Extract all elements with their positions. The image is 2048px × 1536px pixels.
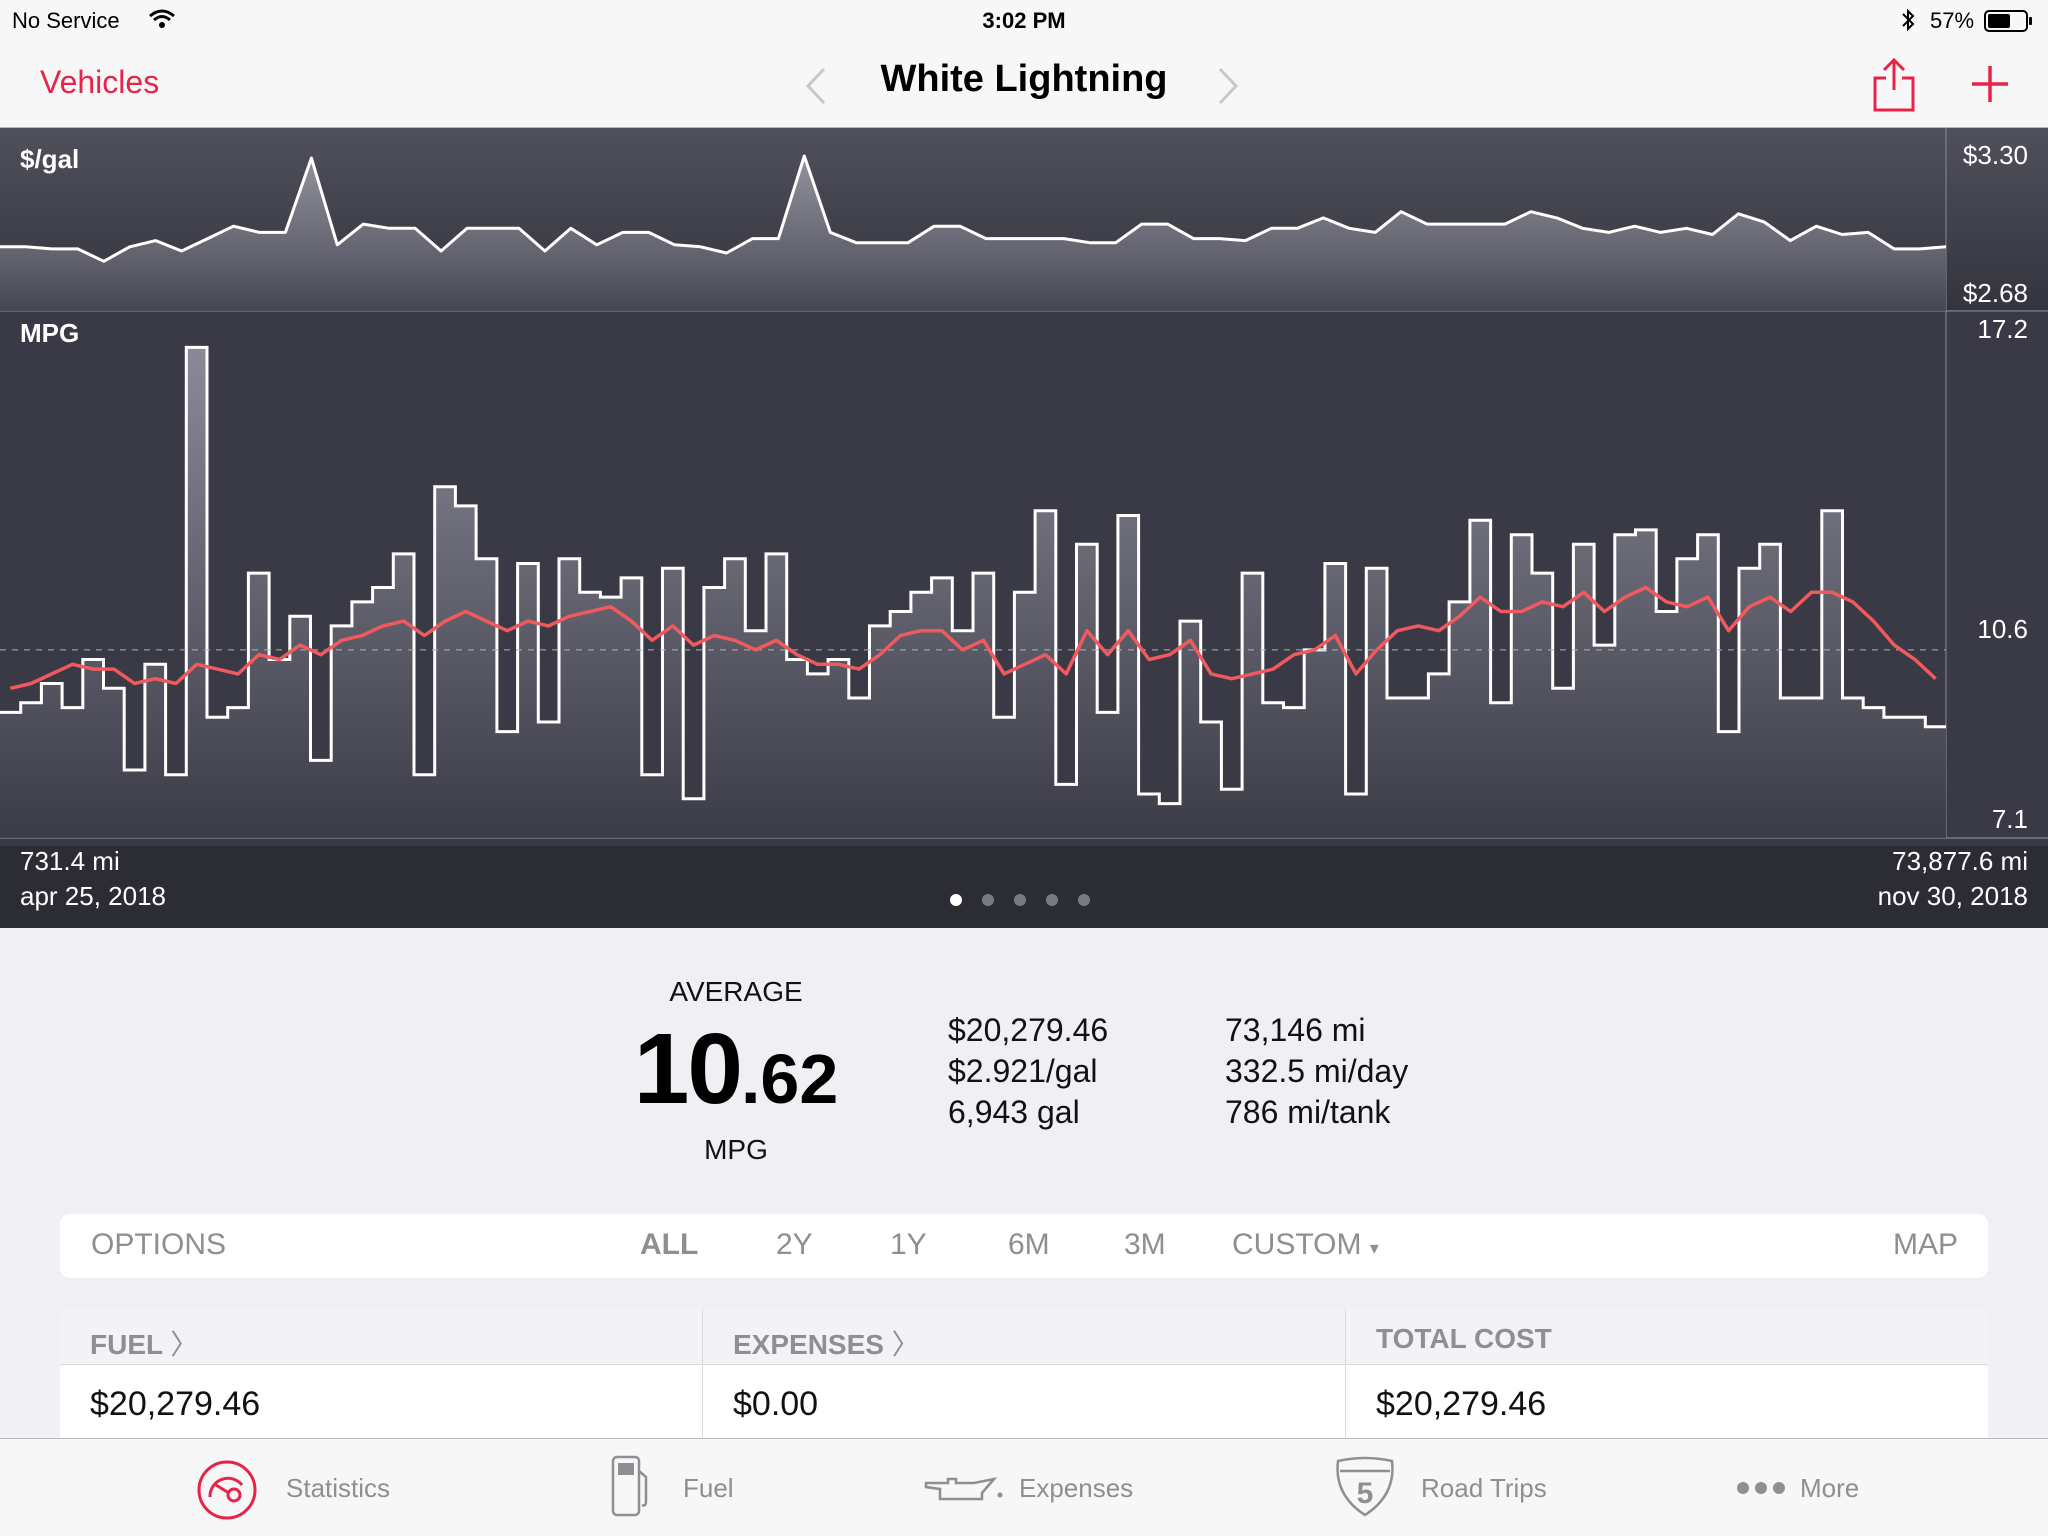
battery-icon [1984,10,2034,37]
average-unit: MPG [704,1134,768,1165]
bluetooth-icon [1900,8,1916,37]
range-custom-button[interactable]: CUSTOM ▾ [1232,1228,1379,1262]
tab-statistics[interactable]: Statistics [196,1439,416,1536]
distance-summary: 73,146 mi 332.5 mi/day 786 mi/tank [1225,1010,1408,1133]
range-1y-button[interactable]: 1Y [890,1228,927,1261]
total-cost-stat: $20,279.46 [948,1012,1109,1048]
start-date: apr 25, 2018 [20,881,167,911]
price-chart-label: $/gal [20,144,80,174]
wifi-icon [148,8,176,35]
chevron-right-icon: 〉 [170,1329,199,1360]
fuel-chart-panel[interactable]: $/gal $3.30 $2.68 MPG 17.2 10.6 7.1 731.… [0,128,2048,928]
vehicles-back-button[interactable]: Vehicles [40,64,160,100]
range-3m-button[interactable]: 3M [1124,1228,1166,1261]
previous-vehicle-icon[interactable] [804,66,828,111]
fuel-column-header[interactable]: FUEL 〉 [60,1309,702,1365]
end-date: nov 30, 2018 [1877,881,2028,911]
column-divider [1345,1309,1346,1439]
end-odometer: 73,877.6 mi [1892,846,2028,876]
tab-more-label: More [1800,1473,1860,1503]
total-cost-column-header: TOTAL COST [1346,1309,1988,1365]
total-cost-header-label: TOTAL COST [1376,1323,1552,1354]
price-axis-max: $3.30 [1962,140,2028,170]
chart-canvas [0,128,2048,846]
map-button[interactable]: MAP [1892,1228,1958,1261]
page-title: White Lightning [880,58,1168,100]
gallons-stat: 6,943 gal [948,1094,1080,1130]
mpg-line [0,345,1946,806]
fuel-cost-value: $20,279.46 [90,1385,261,1423]
tab-expenses[interactable]: Expenses [922,1439,1162,1536]
total-cost-value: $20,279.46 [1376,1385,1547,1423]
tab-statistics-label: Statistics [286,1473,391,1503]
mpg-axis-max: 17.2 [1977,314,2028,344]
cost-breakdown-table: FUEL 〉 EXPENSES 〉 TOTAL COST $20,279.46 … [60,1309,1988,1439]
add-icon[interactable] [1970,64,2010,109]
clock: 3:02 PM [982,8,1066,33]
expenses-header-label: EXPENSES [733,1329,884,1360]
battery-percent: 57% [1930,8,1975,33]
range-custom-label: CUSTOM [1232,1228,1362,1261]
mpg-axis-mid: 10.6 [1977,614,2028,644]
page-dot[interactable] [1014,894,1026,906]
price-per-gallon-stat: $2.921/gal [948,1053,1098,1089]
average-mpg-value: 10.62 [600,1012,872,1127]
tab-expenses-label: Expenses [1019,1473,1134,1503]
road-trips-badge: 5 [1356,1477,1374,1510]
tab-bar: Statistics Fuel Expenses 5 Road Trips Mo… [0,1438,2048,1536]
average-mpg-integer: 10 [633,1013,743,1125]
miles-per-tank-stat: 786 mi/tank [1225,1094,1391,1130]
distance-stat: 73,146 mi [1225,1012,1366,1048]
navigation-bar: No Service 3:02 PM 57% Vehicles White Li… [0,0,2048,128]
chevron-right-icon: 〉 [891,1329,920,1360]
more-dots-icon [1736,1481,1786,1500]
tab-fuel-label: Fuel [683,1473,734,1503]
page-indicator[interactable] [950,892,1100,908]
range-2y-button[interactable]: 2Y [776,1228,813,1261]
page-dot[interactable] [1046,894,1058,906]
page-dot[interactable] [982,894,994,906]
expenses-cost-value: $0.00 [733,1385,819,1423]
page-dot[interactable] [1078,894,1090,906]
carrier-label: No Service [12,8,120,33]
cost-summary: $20,279.46 $2.921/gal 6,943 gal [948,1010,1108,1133]
range-filter-bar: OPTIONS ALL 2Y 1Y 6M 3M CUSTOM ▾ MAP [60,1214,1988,1278]
tab-fuel[interactable]: Fuel [610,1439,770,1536]
speedometer-icon [196,1459,258,1526]
price-axis-min: $2.68 [1962,278,2028,308]
start-odometer: 731.4 mi [20,846,120,876]
next-vehicle-icon[interactable] [1216,66,1240,111]
tab-road-trips[interactable]: 5 Road Trips [1334,1439,1574,1536]
range-6m-button[interactable]: 6M [1008,1228,1050,1261]
mpg-average-line [10,585,1937,691]
mpg-chart-label: MPG [20,318,80,348]
page-dot[interactable] [950,894,962,906]
column-divider [702,1309,703,1439]
oil-can-icon [922,1473,1004,1510]
tab-more[interactable]: More [1736,1439,1876,1536]
mpg-axis-min: 7.1 [1991,804,2028,834]
tab-road-trips-label: Road Trips [1421,1473,1547,1503]
share-icon[interactable] [1872,57,1916,117]
range-all-button[interactable]: ALL [640,1228,699,1261]
options-button[interactable]: OPTIONS [91,1228,227,1261]
fuel-header-label: FUEL [90,1329,163,1360]
caret-down-icon: ▾ [1369,1238,1379,1258]
price-line [0,154,1947,263]
expenses-column-header[interactable]: EXPENSES 〉 [703,1309,1345,1365]
average-label: AVERAGE [669,976,803,1007]
average-mpg-decimal: .62 [740,1040,839,1118]
fuel-pump-icon [610,1453,650,1524]
highway-shield-icon [1334,1455,1396,1522]
miles-per-day-stat: 332.5 mi/day [1225,1053,1409,1089]
